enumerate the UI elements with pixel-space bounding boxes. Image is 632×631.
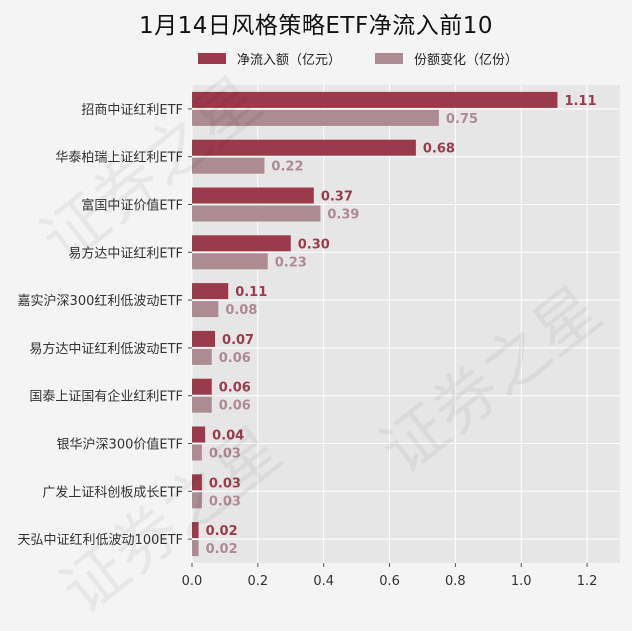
legend-label-net-inflow: 净流入额（亿元）: [237, 53, 342, 68]
bar: [192, 109, 439, 126]
plot-area: 0.0 0.2 0.4 0.6 0.8 1.0 1.2 招商中证红利ETF 1.11 0.75 华泰…: [18, 85, 620, 589]
bar: [192, 396, 212, 413]
data-label: 0.03: [209, 476, 241, 491]
bar: [192, 139, 416, 156]
x-tick-label: 0.0: [182, 574, 203, 589]
category-label: 银华沪深300价值ETF: [57, 437, 183, 453]
chart: 1月14日风格策略ETF净流入前10 净流入额（亿元） 份额变化（亿份） 0.0…: [18, 13, 620, 629]
bar: [192, 157, 265, 174]
bar: [192, 348, 212, 365]
data-label: 0.03: [209, 447, 241, 462]
data-label: 0.02: [206, 542, 238, 557]
x-tick-label: 0.8: [445, 574, 466, 589]
data-label: 0.06: [219, 381, 251, 396]
category-label: 嘉实沪深300红利低波动ETF: [18, 293, 183, 309]
bar: [192, 283, 229, 300]
data-label: 0.02: [206, 524, 238, 539]
data-label: 0.22: [271, 160, 303, 175]
legend-item-net-inflow: 净流入额（亿元）: [198, 49, 341, 68]
bar: [192, 205, 321, 222]
bar: [192, 187, 314, 204]
bar: [192, 91, 558, 108]
data-label: 0.30: [298, 237, 330, 252]
bar: [192, 492, 202, 509]
data-label: 1.11: [564, 94, 596, 109]
category-label: 易方达中证红利低波动ETF: [29, 341, 183, 357]
category-label: 华泰柏瑞上证红利ETF: [55, 150, 183, 166]
bar: [192, 522, 199, 539]
bar: [192, 426, 206, 443]
data-label: 0.03: [209, 494, 241, 509]
category-label: 富国中证价值ETF: [81, 198, 183, 214]
data-label: 0.07: [222, 333, 254, 348]
x-tick-label: 1.0: [511, 574, 532, 589]
data-label: 0.06: [219, 351, 251, 366]
bar: [192, 378, 212, 395]
category-label: 招商中证红利ETF: [81, 102, 183, 118]
legend-label-share-change: 份额变化（亿份）: [414, 53, 519, 68]
data-label: 0.06: [219, 399, 251, 414]
legend: 净流入额（亿元） 份额变化（亿份）: [198, 49, 552, 68]
category-label: 易方达中证红利ETF: [68, 245, 183, 261]
bar: [192, 301, 219, 318]
data-label: 0.68: [423, 142, 455, 157]
legend-item-share-change: 份额变化（亿份）: [375, 49, 518, 68]
data-label: 0.75: [446, 112, 478, 127]
x-tick-label: 0.6: [379, 574, 400, 589]
bar: [192, 474, 202, 491]
data-label: 0.37: [321, 190, 353, 205]
bar: [192, 235, 291, 252]
bar: [192, 253, 268, 270]
bar: [192, 540, 199, 557]
chart-title: 1月14日风格策略ETF净流入前10: [139, 13, 493, 39]
category-label: 广发上证科创板成长ETF: [42, 484, 183, 500]
data-label: 0.04: [212, 429, 244, 444]
legend-swatch-net-inflow: [198, 53, 226, 64]
bar: [192, 330, 216, 347]
data-label: 0.08: [225, 303, 257, 318]
x-tick-label: 0.4: [313, 574, 334, 589]
data-label: 0.11: [235, 285, 267, 300]
x-tick-label: 1.2: [577, 574, 598, 589]
legend-swatch-share-change: [375, 53, 404, 64]
data-label: 0.39: [327, 208, 359, 223]
bar: [192, 444, 202, 461]
data-label: 0.23: [275, 255, 307, 270]
category-label: 国泰上证国有企业红利ETF: [29, 389, 183, 405]
category-label: 天弘中证红利低波动100ETF: [18, 532, 183, 548]
x-tick-label: 0.2: [248, 574, 269, 589]
